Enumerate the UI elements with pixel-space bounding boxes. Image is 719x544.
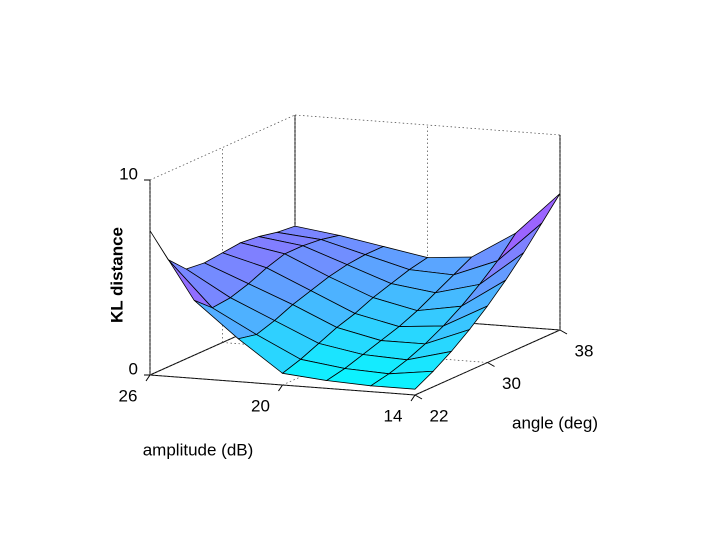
surface-face: [497, 193, 561, 261]
y-tick-label: 30: [502, 374, 521, 393]
tick-mark: [414, 394, 423, 400]
z-tick-label: 0: [129, 359, 138, 378]
tick-mark: [278, 384, 283, 392]
grid-line: [149, 114, 296, 181]
grid-line: [294, 114, 561, 136]
y-tick-label: 22: [430, 406, 449, 425]
y-tick-label: 38: [575, 341, 594, 360]
x-axis-label: amplitude (dB): [143, 440, 254, 459]
y-axis-label: angle (deg): [512, 413, 598, 432]
x-tick-label: 14: [384, 406, 403, 425]
surface-face: [369, 370, 435, 390]
tick-mark: [487, 362, 495, 367]
z-axis-label: KL distance: [107, 227, 126, 323]
x-tick-label: 26: [119, 386, 138, 405]
x-tick-label: 20: [251, 396, 270, 415]
tick-mark: [410, 394, 416, 402]
z-tick-label: 10: [119, 164, 138, 183]
tick-mark: [559, 329, 568, 335]
tick-mark: [145, 374, 151, 382]
grid-line: [414, 329, 561, 396]
